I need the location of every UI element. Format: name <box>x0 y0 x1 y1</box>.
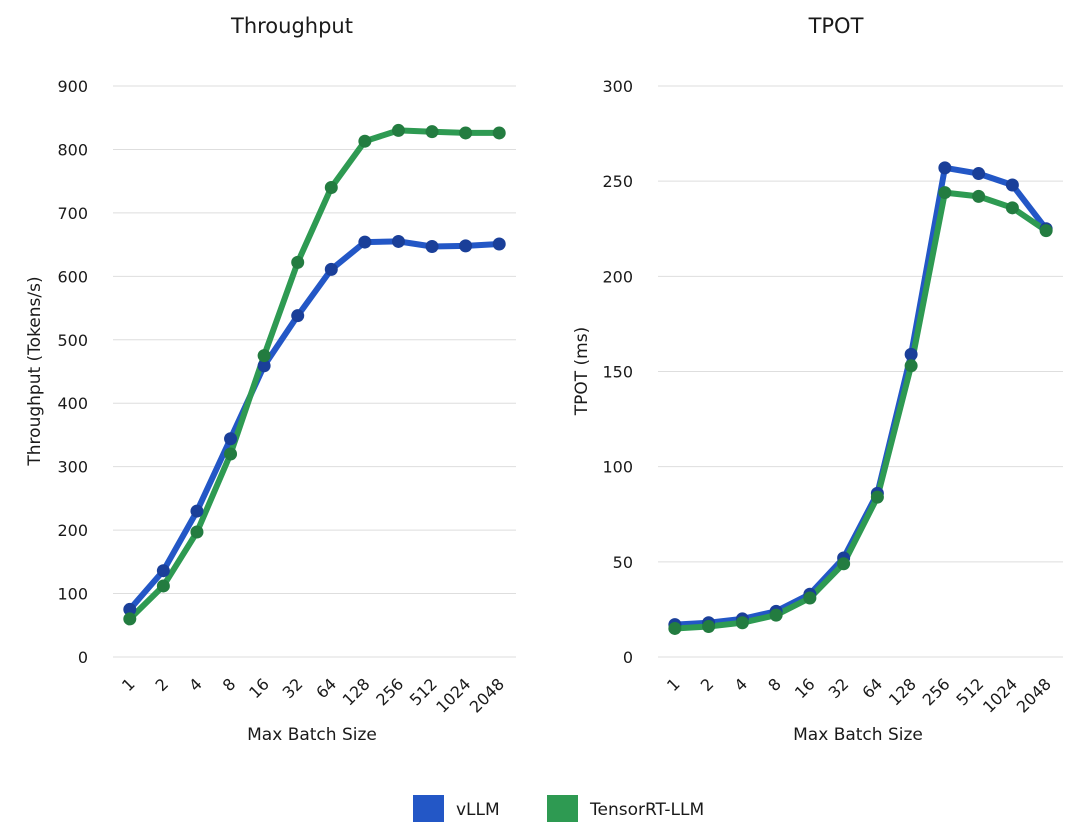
y-tick-label: 50 <box>613 553 633 572</box>
y-tick-label: 900 <box>57 77 88 96</box>
x-tick-label: 64 <box>858 674 886 702</box>
data-point-tensorrt-llm <box>668 621 682 635</box>
data-point-tensorrt-llm <box>190 525 204 539</box>
y-tick-label: 200 <box>602 267 633 286</box>
data-point-tensorrt-llm <box>870 490 884 504</box>
y-tick-label: 700 <box>57 204 88 223</box>
legend-label-tensorrt-llm: TensorRT-LLM <box>589 800 704 820</box>
data-point-tensorrt-llm <box>257 349 271 363</box>
data-point-tensorrt-llm <box>769 608 783 622</box>
x-tick-label: 32 <box>279 674 307 702</box>
y-tick-label: 300 <box>57 458 88 477</box>
chart-title: Throughput <box>230 14 353 38</box>
y-axis-title: TPOT (ms) <box>572 327 592 417</box>
x-tick-label: 1 <box>118 674 139 695</box>
x-tick-label: 2048 <box>1013 674 1055 716</box>
legend-swatch-vllm <box>413 795 444 822</box>
data-point-tensorrt-llm <box>803 591 817 605</box>
legend-swatch-tensorrt-llm <box>547 795 578 822</box>
data-point-tensorrt-llm <box>224 447 238 461</box>
data-point-vllm <box>156 564 170 578</box>
x-tick-label: 8 <box>764 674 785 695</box>
x-tick-label: 128 <box>339 674 374 709</box>
data-point-tensorrt-llm <box>972 189 986 203</box>
data-point-tensorrt-llm <box>735 616 749 630</box>
y-tick-label: 600 <box>57 267 88 286</box>
x-tick-label: 32 <box>825 674 853 702</box>
data-point-tensorrt-llm <box>358 134 372 148</box>
data-point-tensorrt-llm <box>425 125 439 139</box>
legend: vLLM TensorRT-LLM <box>413 795 704 822</box>
data-point-vllm <box>391 234 405 248</box>
data-point-tensorrt-llm <box>391 123 405 137</box>
x-tick-label: 8 <box>219 674 240 695</box>
data-point-vllm <box>257 359 271 373</box>
data-point-tensorrt-llm <box>938 186 952 200</box>
x-tick-label: 128 <box>885 674 920 709</box>
y-tick-label: 0 <box>623 648 633 667</box>
y-axis-title: Throughput (Tokens/s) <box>25 276 45 466</box>
data-point-tensorrt-llm <box>837 557 851 571</box>
x-axis-title: Max Batch Size <box>247 725 377 745</box>
throughput-chart: Throughput Max Batch Size Throughput (To… <box>25 14 516 745</box>
x-tick-label: 256 <box>919 674 954 709</box>
data-point-tensorrt-llm <box>459 126 473 140</box>
data-point-vllm <box>492 237 506 251</box>
legend-label-vllm: vLLM <box>456 800 500 820</box>
data-point-tensorrt-llm <box>291 255 305 269</box>
y-tick-label: 150 <box>602 363 633 382</box>
y-tick-label: 300 <box>602 77 633 96</box>
x-tick-label: 1024 <box>432 674 474 716</box>
data-point-tensorrt-llm <box>123 612 137 626</box>
series-line-tensorrt-llm <box>126 127 503 622</box>
y-tick-label: 100 <box>57 585 88 604</box>
x-tick-label: 256 <box>372 674 407 709</box>
x-tick-label: 4 <box>731 674 752 695</box>
data-point-vllm <box>123 602 137 616</box>
x-tick-label: 2048 <box>466 674 508 716</box>
data-point-vllm <box>291 309 305 323</box>
data-point-vllm <box>904 347 918 361</box>
y-tick-label: 250 <box>602 172 633 191</box>
y-tick-label: 0 <box>78 648 88 667</box>
data-point-vllm <box>358 235 372 249</box>
data-point-vllm <box>459 239 473 253</box>
x-tick-label: 2 <box>152 674 173 695</box>
data-point-vllm <box>972 167 986 181</box>
data-point-tensorrt-llm <box>156 579 170 593</box>
data-point-vllm <box>324 262 338 276</box>
data-point-vllm <box>938 161 952 175</box>
data-point-tensorrt-llm <box>1005 201 1019 215</box>
data-point-vllm <box>190 504 204 518</box>
chart-title: TPOT <box>808 14 864 38</box>
x-tick-label: 16 <box>245 674 273 702</box>
y-tick-label: 800 <box>57 140 88 159</box>
data-point-tensorrt-llm <box>702 620 716 634</box>
y-tick-label: 500 <box>57 331 88 350</box>
data-point-vllm <box>1005 178 1019 192</box>
data-point-vllm <box>425 240 439 254</box>
y-tick-label: 100 <box>602 458 633 477</box>
tpot-chart: TPOT Max Batch Size TPOT (ms) 0 50 100 150 2… <box>572 14 1063 745</box>
data-point-tensorrt-llm <box>904 359 918 373</box>
x-tick-label: 4 <box>185 674 206 695</box>
x-tick-label: 2 <box>697 674 718 695</box>
data-point-tensorrt-llm <box>1039 224 1053 238</box>
x-tick-label: 1 <box>663 674 684 695</box>
x-tick-label: 16 <box>791 674 819 702</box>
data-point-tensorrt-llm <box>324 181 338 195</box>
data-point-vllm <box>224 432 238 446</box>
y-tick-label: 400 <box>57 394 88 413</box>
y-tick-label: 200 <box>57 521 88 540</box>
data-point-tensorrt-llm <box>492 126 506 140</box>
x-tick-label: 1024 <box>979 674 1021 716</box>
series-line-vllm <box>671 164 1050 628</box>
x-axis-title: Max Batch Size <box>793 725 923 745</box>
series-line-tensorrt-llm <box>671 189 1050 632</box>
x-tick-label: 64 <box>312 674 340 702</box>
